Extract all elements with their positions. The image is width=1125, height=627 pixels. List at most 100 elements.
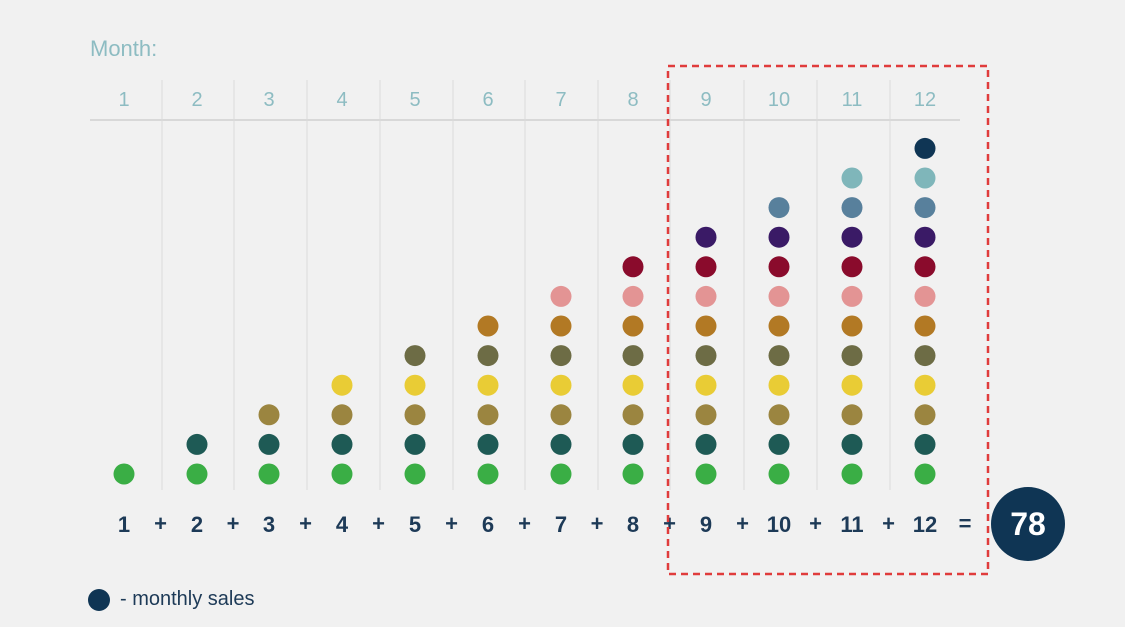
sales-dot-m7-5 (551, 345, 572, 366)
sales-dot-m5-4 (405, 375, 426, 396)
sales-dot-m9-7 (696, 286, 717, 307)
plus-sign-1: + (154, 511, 167, 536)
sales-dot-m8-6 (623, 316, 644, 337)
sales-dot-m12-1 (915, 464, 936, 485)
sales-dot-m8-2 (623, 434, 644, 455)
plus-sign-11: + (882, 511, 895, 536)
sales-dot-m5-1 (405, 464, 426, 485)
sales-dot-m1-1 (114, 464, 135, 485)
addend-7: 7 (555, 512, 567, 537)
addend-6: 6 (482, 512, 494, 537)
sales-dot-m12-3 (915, 404, 936, 425)
sales-dot-m11-4 (842, 375, 863, 396)
addend-12: 12 (913, 512, 937, 537)
sales-dot-m12-11 (915, 168, 936, 189)
plus-sign-10: + (809, 511, 822, 536)
sales-dot-m9-3 (696, 404, 717, 425)
sales-dot-m11-9 (842, 227, 863, 248)
sales-dot-m10-9 (769, 227, 790, 248)
month-tick-7: 7 (555, 89, 566, 111)
legend-dot-icon (88, 589, 110, 611)
sales-dot-m10-8 (769, 256, 790, 277)
sales-dot-m12-10 (915, 197, 936, 218)
plus-sign-2: + (227, 511, 240, 536)
sales-dot-m8-5 (623, 345, 644, 366)
sales-dot-m8-8 (623, 256, 644, 277)
sales-dot-m3-2 (259, 434, 280, 455)
sales-dot-m6-4 (478, 375, 499, 396)
addend-8: 8 (627, 512, 639, 537)
month-tick-1: 1 (118, 89, 129, 111)
sales-dot-m12-7 (915, 286, 936, 307)
sales-dot-m11-2 (842, 434, 863, 455)
plus-sign-7: + (591, 511, 604, 536)
sales-dot-m4-4 (332, 375, 353, 396)
sales-dot-m6-6 (478, 316, 499, 337)
sales-dot-m7-7 (551, 286, 572, 307)
sales-dot-m11-5 (842, 345, 863, 366)
month-tick-8: 8 (627, 89, 638, 111)
sales-dot-m6-5 (478, 345, 499, 366)
sales-dot-m9-1 (696, 464, 717, 485)
plus-sign-4: + (372, 511, 385, 536)
sales-dot-m12-5 (915, 345, 936, 366)
sales-dot-m10-7 (769, 286, 790, 307)
sales-dot-m10-1 (769, 464, 790, 485)
sales-dot-m6-2 (478, 434, 499, 455)
month-tick-4: 4 (336, 89, 347, 111)
sales-dot-m10-10 (769, 197, 790, 218)
sales-dot-m10-2 (769, 434, 790, 455)
sales-dot-m11-6 (842, 316, 863, 337)
plus-sign-8: + (663, 511, 676, 536)
highlight-box (668, 66, 988, 574)
addend-10: 10 (767, 512, 791, 537)
sales-dot-m10-6 (769, 316, 790, 337)
sales-dot-m4-1 (332, 464, 353, 485)
plus-sign-3: + (299, 511, 312, 536)
sales-dot-m12-2 (915, 434, 936, 455)
sales-dot-m3-3 (259, 404, 280, 425)
legend-label: - monthly sales (120, 588, 255, 611)
sales-dot-m8-3 (623, 404, 644, 425)
sales-dot-m12-12 (915, 138, 936, 159)
sales-dot-m8-7 (623, 286, 644, 307)
sales-dot-m8-4 (623, 375, 644, 396)
month-tick-6: 6 (482, 89, 493, 111)
sales-dot-m2-1 (187, 464, 208, 485)
addend-5: 5 (409, 512, 421, 537)
sales-dot-m6-1 (478, 464, 499, 485)
sales-dot-m12-4 (915, 375, 936, 396)
sales-dot-m2-2 (187, 434, 208, 455)
sales-dot-m7-2 (551, 434, 572, 455)
month-tick-5: 5 (409, 89, 420, 111)
sales-dot-m7-1 (551, 464, 572, 485)
month-tick-10: 10 (768, 89, 790, 111)
sales-dot-m9-6 (696, 316, 717, 337)
total-value: 78 (1010, 506, 1046, 542)
sales-dot-m5-5 (405, 345, 426, 366)
sales-dot-m9-9 (696, 227, 717, 248)
sales-dot-m9-5 (696, 345, 717, 366)
addend-1: 1 (118, 512, 130, 537)
sales-dot-m9-2 (696, 434, 717, 455)
sales-dot-m3-1 (259, 464, 280, 485)
month-tick-12: 12 (914, 89, 936, 111)
plus-sign-5: + (445, 511, 458, 536)
sales-dot-m5-2 (405, 434, 426, 455)
addend-9: 9 (700, 512, 712, 537)
addend-3: 3 (263, 512, 275, 537)
sales-dot-m7-4 (551, 375, 572, 396)
addend-11: 11 (840, 512, 863, 537)
sales-dot-m11-8 (842, 256, 863, 277)
sales-dot-m10-4 (769, 375, 790, 396)
sales-dot-m11-1 (842, 464, 863, 485)
addend-4: 4 (336, 512, 349, 537)
sales-dot-m10-3 (769, 404, 790, 425)
sales-dot-m4-3 (332, 404, 353, 425)
sales-dot-m4-2 (332, 434, 353, 455)
sales-dot-m7-3 (551, 404, 572, 425)
month-tick-3: 3 (263, 89, 274, 111)
sales-dot-m11-7 (842, 286, 863, 307)
sales-dot-m8-1 (623, 464, 644, 485)
